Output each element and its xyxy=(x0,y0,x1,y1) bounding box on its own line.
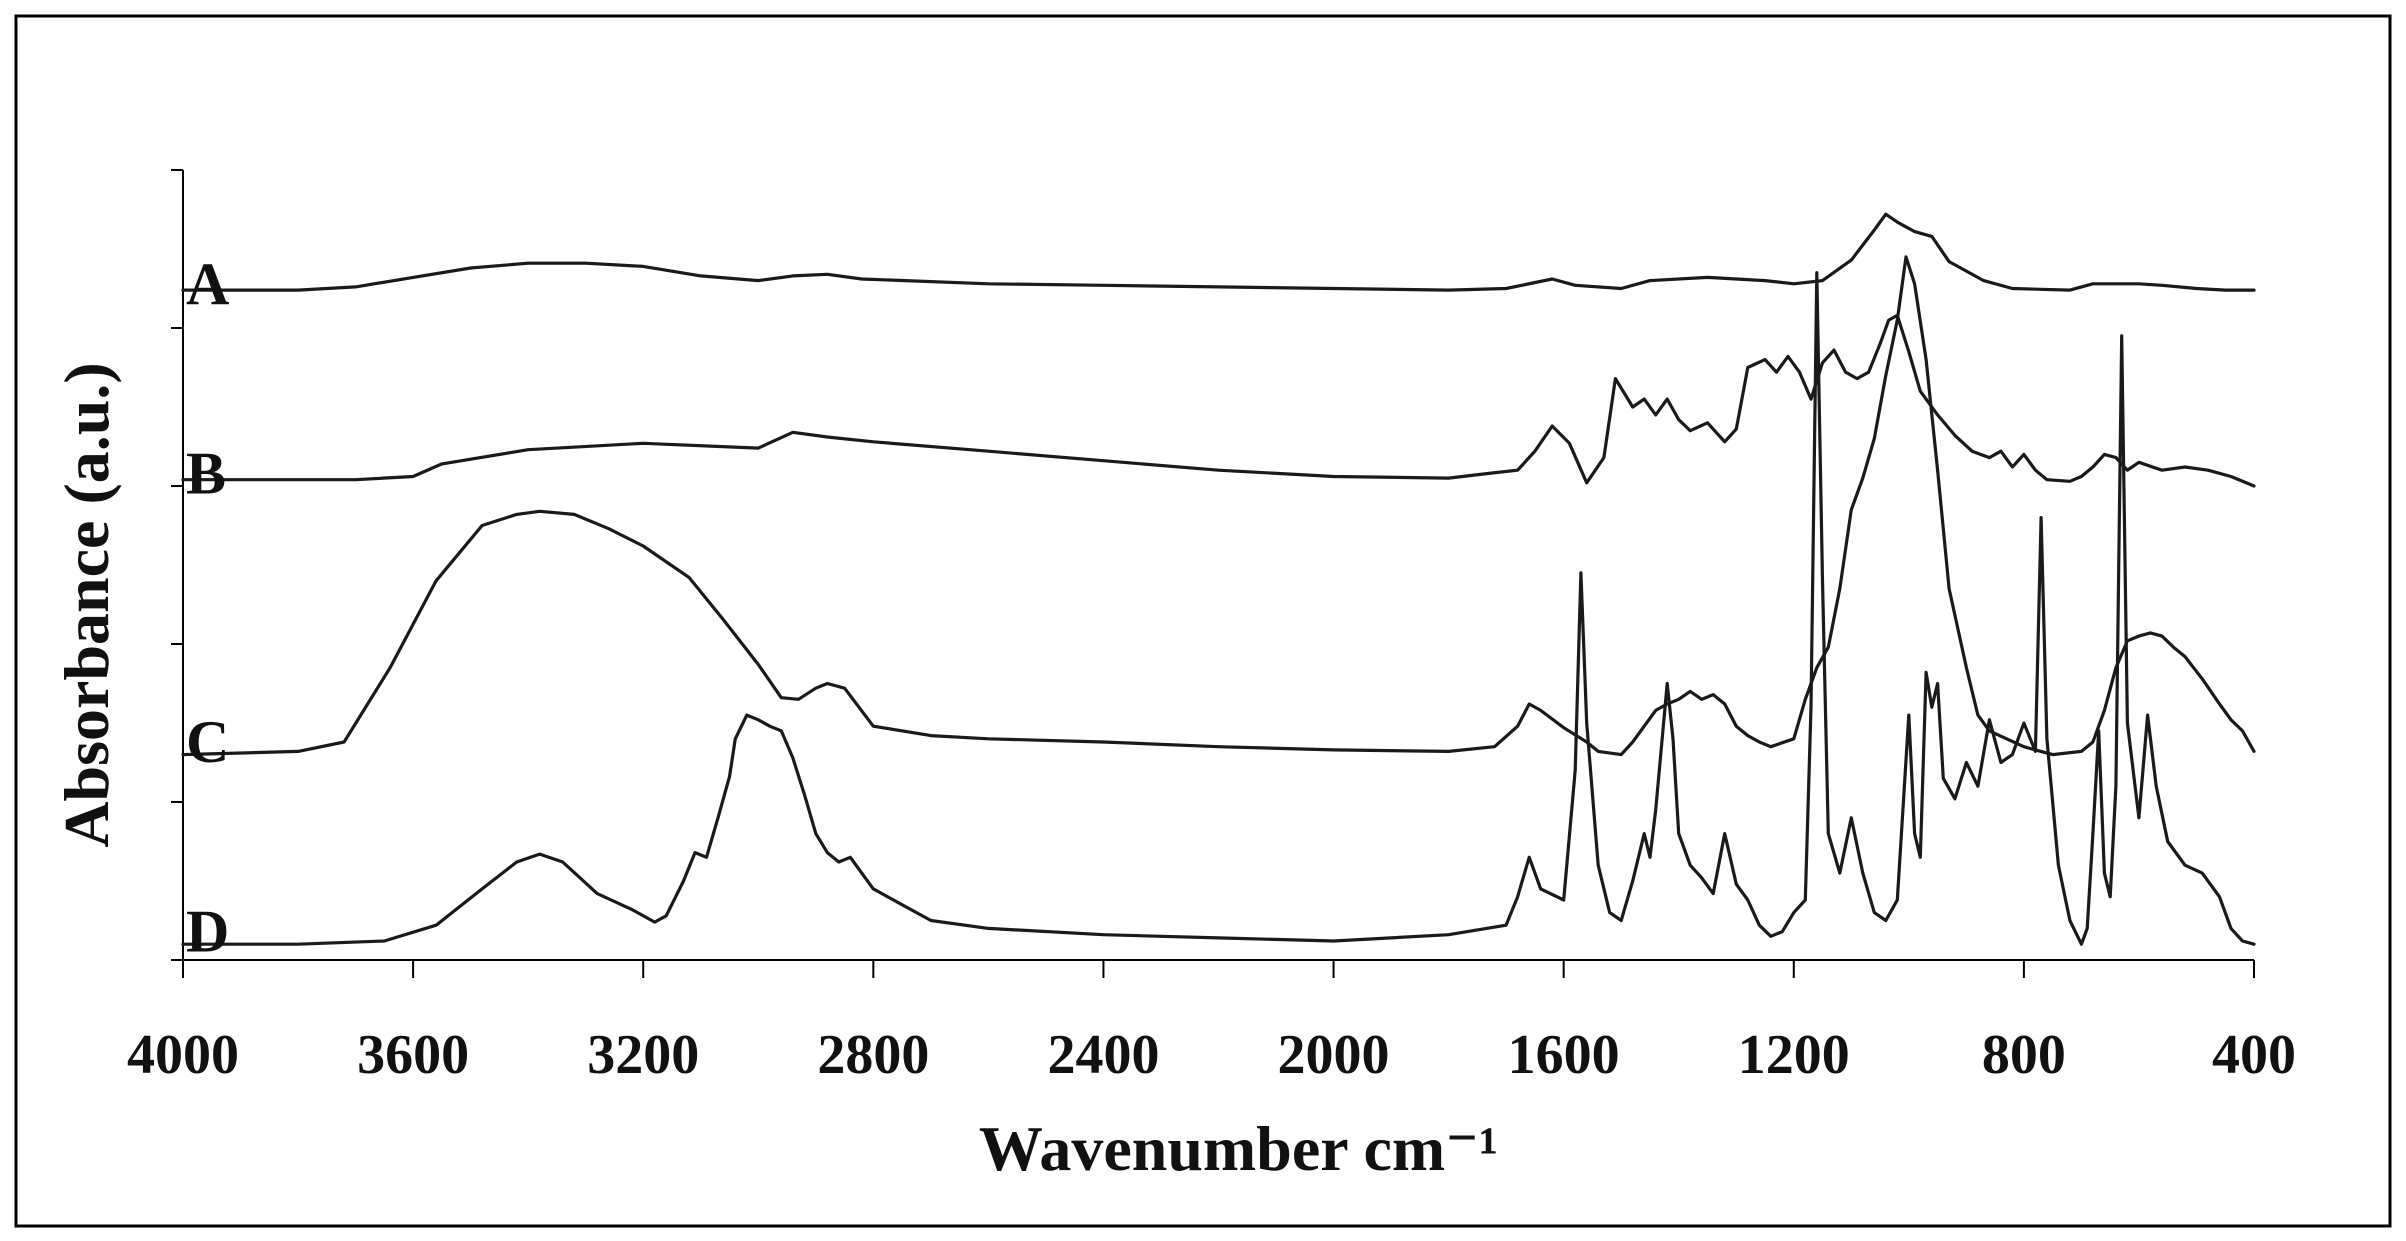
chart-frame xyxy=(14,14,2392,1228)
x-tick-label: 400 xyxy=(2212,1024,2296,1086)
x-tick-label: 3200 xyxy=(587,1024,699,1086)
x-tick-label: 1600 xyxy=(1508,1024,1620,1086)
x-tick-label: 2800 xyxy=(817,1024,929,1086)
y-axis-label: Absorbance (a.u.) xyxy=(51,362,122,847)
x-tick-label: 4000 xyxy=(127,1024,239,1086)
series-label-c: C xyxy=(186,709,229,775)
x-tick-label: 1200 xyxy=(1738,1024,1850,1086)
series-label-d: D xyxy=(186,899,229,965)
x-tick-label: 2400 xyxy=(1047,1024,1159,1086)
x-tick-label: 3600 xyxy=(357,1024,469,1086)
series-line-a xyxy=(181,212,2256,292)
series-line-b xyxy=(181,313,2256,488)
x-tick-label: 800 xyxy=(1982,1024,2066,1086)
series-line-c xyxy=(181,255,2256,757)
series-label-a: A xyxy=(186,251,229,317)
series-line-d xyxy=(181,271,2256,946)
x-axis-label: Wavenumber cm⁻¹ xyxy=(979,1113,1498,1184)
axes-group: 4000 3600 3200 2800 2400 2000 1600 1200 800 400 xyxy=(127,169,2296,1086)
series-label-b: B xyxy=(186,440,226,506)
x-tick-label: 2000 xyxy=(1278,1024,1390,1086)
series-group: A B C D xyxy=(181,212,2256,965)
